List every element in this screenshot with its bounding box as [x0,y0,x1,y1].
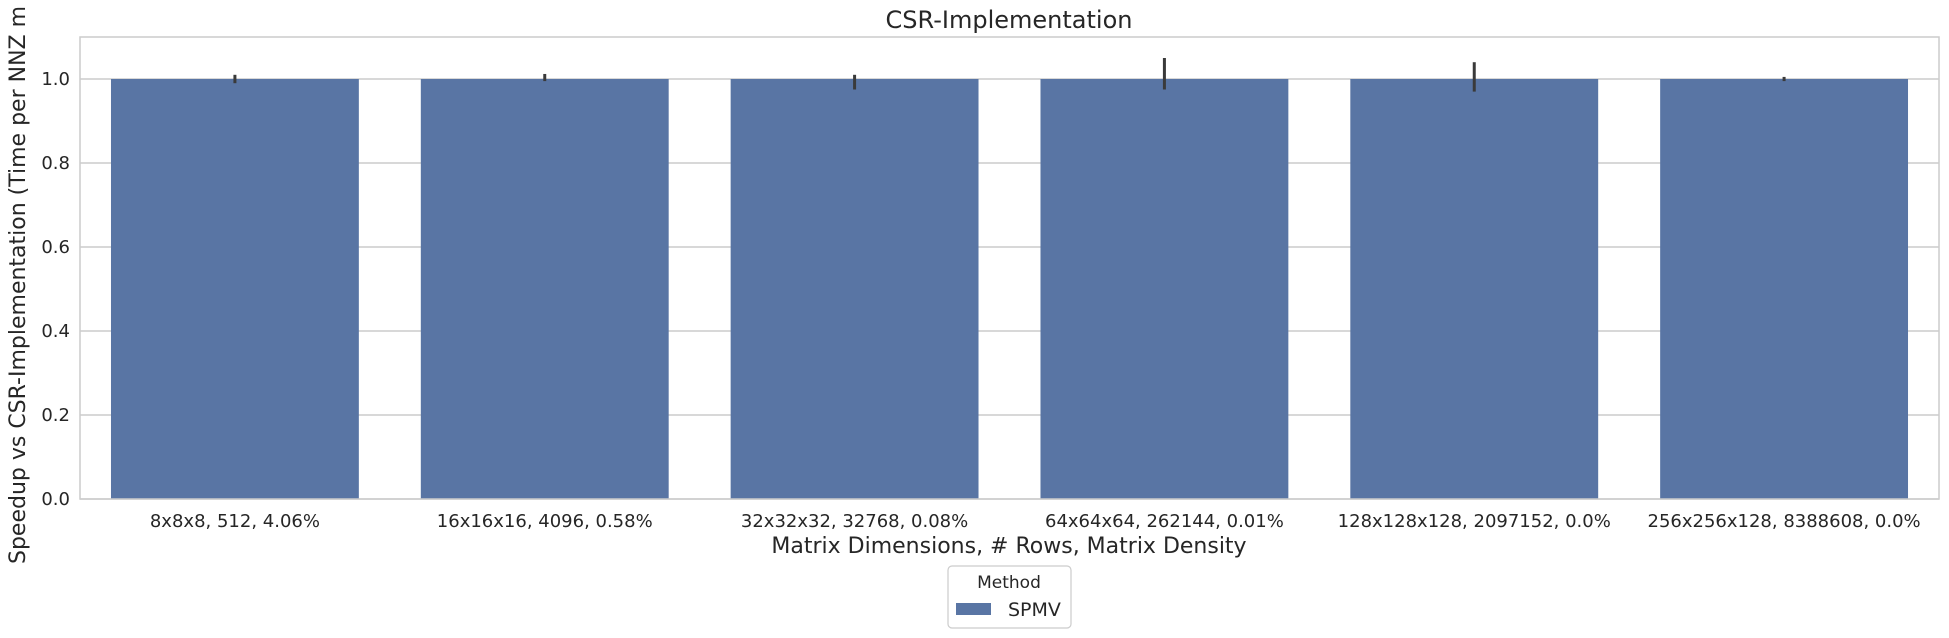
plot-frame [79,36,1940,500]
bar [730,79,979,499]
bar [1040,79,1289,499]
y-tick-label: 1.0 [41,69,70,90]
bar [1350,79,1599,499]
y-tick-label: 0.2 [41,405,70,426]
x-tick-label: 16x16x16, 4096, 0.58% [437,511,653,532]
bar [420,79,669,499]
x-tick-label: 128x128x128, 2097152, 0.0% [1338,511,1611,532]
legend[interactable]: Method SPMV [947,565,1072,629]
x-axis-title: Matrix Dimensions, # Rows, Matrix Densit… [771,534,1246,559]
chart-title: CSR-Implementation [886,6,1133,34]
error-bars [233,58,1786,92]
bar [110,79,359,499]
x-tick-label: 32x32x32, 32768, 0.08% [741,511,968,532]
y-tick-label: 0.8 [41,153,70,174]
x-tick-label: 8x8x8, 512, 4.06% [150,511,320,532]
legend-swatch-spmv [956,603,991,615]
x-tick-label: 256x256x128, 8388608, 0.0% [1648,511,1921,532]
legend-label-spmv: SPMV [1008,599,1061,621]
x-tick-label: 64x64x64, 262144, 0.01% [1045,511,1284,532]
y-tick-label: 0.4 [41,321,70,342]
x-tick-labels: 8x8x8, 512, 4.06% 16x16x16, 4096, 0.58% 32… [150,511,1921,532]
bars [110,79,1909,499]
y-tick-labels: 0.0 0.2 0.4 0.6 0.8 1.0 [41,69,70,510]
y-tick-label: 0.0 [41,489,70,510]
bar [1660,79,1909,499]
y-tick-label: 0.6 [41,237,70,258]
legend-title: Method [977,573,1041,593]
y-axis-title: Speedup vs CSR-Implementation (Time per … [6,6,31,564]
